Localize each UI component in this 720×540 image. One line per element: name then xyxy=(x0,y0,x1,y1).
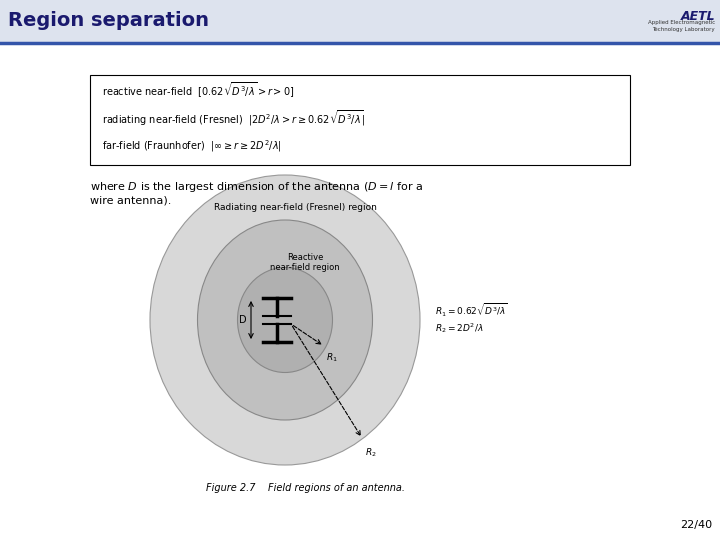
Text: far-field (Fraunhofer)  $|\infty \geq r \geq 2D^2/\lambda|$: far-field (Fraunhofer) $|\infty \geq r \… xyxy=(102,138,282,154)
Text: radiating near-field (Fresnel)  $|2D^2/\lambda > r \geq 0.62\sqrt{D^3/\lambda}|$: radiating near-field (Fresnel) $|2D^2/\l… xyxy=(102,108,365,128)
Text: $R_2$: $R_2$ xyxy=(366,447,377,460)
Ellipse shape xyxy=(197,220,372,420)
Text: 22/40: 22/40 xyxy=(680,520,712,530)
Text: Applied Electromagnetic
Technology Laboratory: Applied Electromagnetic Technology Labor… xyxy=(648,20,715,32)
Text: AETL: AETL xyxy=(680,10,715,24)
Text: D: D xyxy=(239,315,247,325)
Text: Region separation: Region separation xyxy=(8,11,209,30)
Ellipse shape xyxy=(238,267,333,373)
FancyBboxPatch shape xyxy=(90,75,630,165)
Text: Far-field (Fraunhofer)
region: Far-field (Fraunhofer) region xyxy=(274,136,376,157)
Text: reactive near-field  $[0.62\sqrt{D^3/\lambda} > r > 0]$: reactive near-field $[0.62\sqrt{D^3/\lam… xyxy=(102,80,294,100)
Text: Reactive
near-field region: Reactive near-field region xyxy=(270,253,340,273)
Text: Radiating near-field (Fresnel) region: Radiating near-field (Fresnel) region xyxy=(214,203,377,212)
Text: $R_1$: $R_1$ xyxy=(326,351,338,364)
Ellipse shape xyxy=(150,175,420,465)
Bar xyxy=(0,0,720,42)
Text: where $D$ is the largest dimension of the antenna ($D = l$ for a
wire antenna).: where $D$ is the largest dimension of th… xyxy=(90,180,423,206)
Text: Figure 2.7    Field regions of an antenna.: Figure 2.7 Field regions of an antenna. xyxy=(205,483,405,493)
Text: $R_2 = 2D^2/\lambda$: $R_2 = 2D^2/\lambda$ xyxy=(435,321,484,335)
Text: $R_1 = 0.62\sqrt{D^3/\lambda}$: $R_1 = 0.62\sqrt{D^3/\lambda}$ xyxy=(435,301,508,319)
